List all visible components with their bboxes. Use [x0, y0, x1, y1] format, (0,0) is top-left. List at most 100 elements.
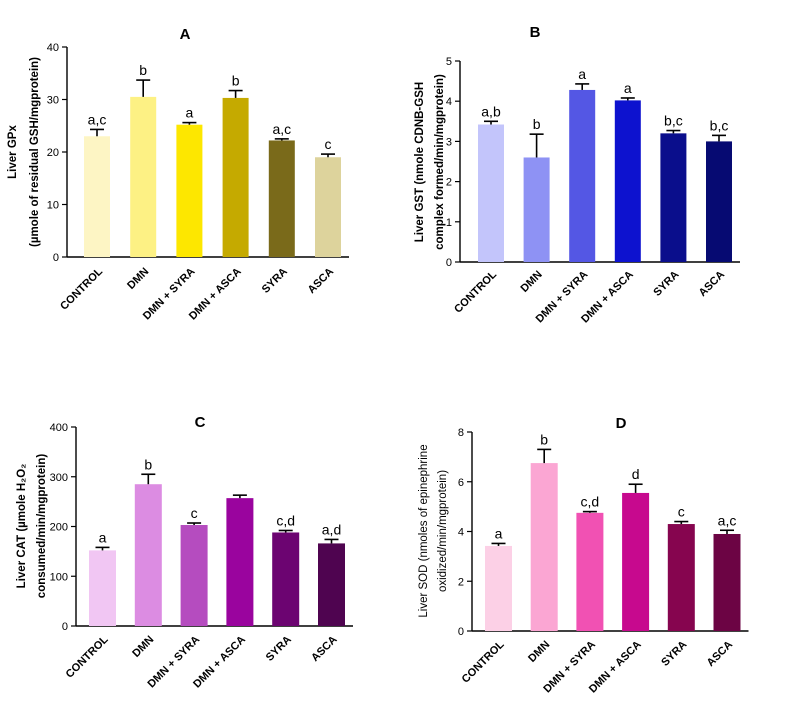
panel-letter: D	[616, 415, 627, 432]
category-label: CONTROL	[452, 268, 499, 315]
y-tick-label: 4	[446, 96, 452, 108]
chart-panel-b: B 0 1 2 3 4 5 Liver GST (nmole CDNB-GSH complex …	[414, 24, 740, 325]
significance-label: b	[540, 431, 548, 447]
y-tick-label: 3	[446, 136, 452, 148]
category-label: ASCA	[697, 269, 728, 300]
y-tick-label: 10	[47, 200, 59, 212]
bar-1	[89, 550, 116, 626]
y-axis-label: Liver CAT (µmole H₂O₂	[16, 464, 28, 589]
bar-5	[660, 133, 687, 262]
bar-3	[180, 525, 208, 626]
chart-panel-d: D 0 2 4 6 8 Liver SOD (nmoles of epinephrine ox…	[418, 415, 749, 695]
bar-6	[315, 157, 341, 257]
panel-letter: A	[180, 26, 191, 43]
significance-label: b	[139, 62, 147, 78]
y-tick-label: 4	[458, 527, 464, 539]
significance-label: a	[186, 105, 194, 121]
significance-label: a,c	[88, 111, 107, 127]
y-tick-label: 2	[458, 576, 464, 588]
bar-5	[667, 524, 695, 631]
category-label: DMN	[519, 269, 545, 295]
y-axis-label: (µmole of residual GSH/mgprotein)	[29, 57, 41, 247]
significance-label: d	[632, 466, 640, 482]
bar-2	[530, 463, 558, 631]
y-tick-label: 5	[446, 56, 452, 68]
category-label: SYRA	[659, 639, 689, 669]
bar-1	[478, 124, 504, 263]
category-label: ASCA	[306, 266, 337, 297]
category-label: SYRA	[651, 269, 681, 299]
y-tick-label: 8	[458, 427, 464, 439]
y-tick-label: 0	[446, 257, 452, 269]
y-tick-label: 400	[50, 422, 68, 434]
bar-6	[706, 141, 732, 262]
significance-label: b,c	[710, 117, 729, 133]
significance-label: b	[144, 456, 152, 472]
significance-label: a	[624, 80, 632, 96]
panel-letter: B	[530, 24, 541, 41]
significance-label: a	[578, 66, 586, 82]
category-label: CONTROL	[460, 638, 507, 685]
y-tick-label: 300	[50, 472, 68, 484]
significance-label: a	[495, 525, 503, 541]
category-label: ASCA	[705, 639, 736, 670]
y-tick-label: 0	[53, 252, 59, 264]
y-tick-label: 200	[50, 522, 68, 534]
significance-label: a	[99, 529, 107, 545]
chart-panel-a: A 0 10 20 30 40 Liver GPx (µmole of residual GS…	[7, 26, 349, 322]
significance-label: a,d	[322, 521, 341, 537]
bar-2	[134, 484, 162, 626]
bar-5	[268, 140, 295, 257]
significance-label: b	[232, 73, 240, 89]
significance-label: b	[533, 116, 541, 132]
category-label: CONTROL	[64, 633, 111, 680]
category-label: CONTROL	[58, 265, 105, 312]
bar-2	[130, 96, 157, 257]
y-axis-label: Liver SOD (nmoles of epinephrine	[418, 444, 430, 617]
chart-panel-c: C 0 100 200 300 400 Liver CAT (µmole H₂O₂ consu…	[16, 414, 353, 690]
bar-4	[614, 100, 641, 263]
bar-3	[576, 512, 604, 631]
y-axis-label: consumed/min/mgprotein)	[36, 454, 48, 599]
y-tick-label: 6	[458, 477, 464, 489]
significance-label: c,d	[276, 512, 295, 528]
category-label: DMN	[130, 634, 156, 660]
bar-1	[84, 136, 110, 257]
bar-1	[485, 545, 512, 631]
significance-label: c	[325, 136, 332, 152]
y-tick-label: 2	[446, 177, 452, 189]
category-label: DMN	[125, 266, 151, 292]
y-tick-label: 0	[62, 621, 68, 633]
panel-letter: C	[195, 414, 206, 431]
bar-4	[226, 498, 254, 626]
y-tick-label: 1	[446, 217, 452, 229]
significance-label: b,c	[664, 113, 683, 129]
bar-2	[523, 157, 550, 262]
bar-4	[222, 97, 249, 257]
y-tick-label: 0	[458, 626, 464, 638]
y-axis-label: oxidized/min/mgprotein)	[437, 470, 449, 592]
significance-label: a,c	[718, 512, 737, 528]
significance-label: a,c	[272, 121, 291, 137]
significance-label: c	[191, 505, 198, 521]
y-tick-label: 30	[47, 95, 59, 107]
category-label: ASCA	[309, 634, 340, 665]
significance-label: c,d	[581, 494, 600, 510]
bar-3	[569, 89, 596, 262]
bar-4	[622, 492, 650, 631]
category-label: SYRA	[260, 266, 290, 296]
y-tick-label: 20	[47, 147, 59, 159]
bar-5	[272, 532, 300, 626]
y-tick-label: 100	[50, 571, 68, 583]
bar-3	[176, 124, 203, 257]
bar-6	[318, 543, 345, 626]
y-axis-label: Liver GST (nmole CDNB-GSH	[414, 82, 426, 242]
significance-label: c	[678, 504, 685, 520]
significance-label: a,b	[481, 103, 501, 119]
y-axis-label: complex formed/min/mgprotein)	[434, 74, 446, 250]
category-label: DMN	[526, 639, 552, 665]
y-tick-label: 40	[47, 42, 59, 54]
category-label: SYRA	[264, 634, 294, 664]
y-axis-label: Liver GPx	[7, 125, 19, 179]
